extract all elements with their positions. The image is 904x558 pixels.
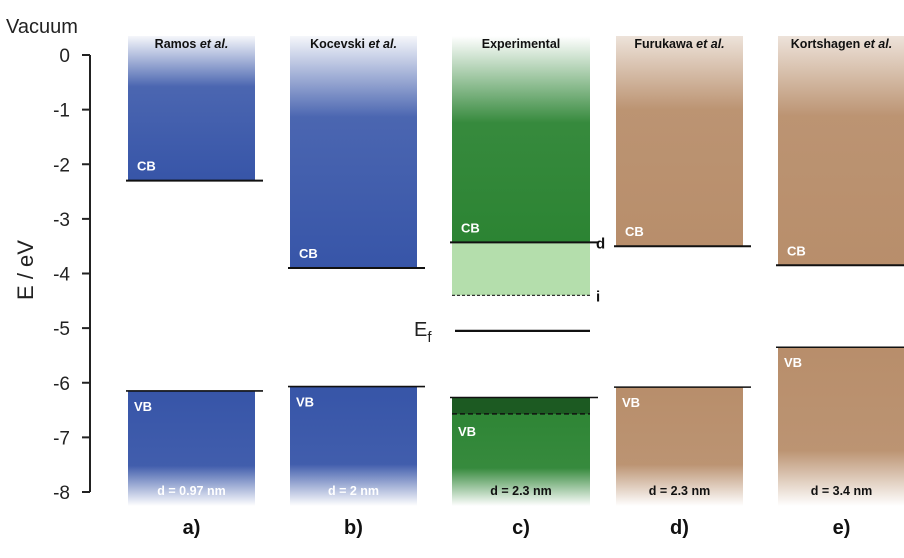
band-column: Kortshagen et al. CB VB d = 3.4 nm e) (776, 36, 904, 539)
band-columns: Ramos et al. CB VB d = 0.97 nm a) Kocevski et… (126, 36, 904, 539)
fermi-label-main: E (414, 319, 427, 341)
vb-band (452, 397, 590, 506)
column-title-name: Furukawa (634, 37, 693, 51)
size-label: d = 0.97 nm (157, 484, 225, 498)
direct-gap-label: d (596, 235, 605, 252)
vb-band (290, 386, 417, 506)
band-column: Furukawa et al. CB VB d = 2.3 nm d) (614, 36, 751, 539)
vb-top-region (452, 397, 590, 414)
vb-band (128, 390, 255, 506)
column-letter: d) (670, 517, 689, 539)
column-title: Kortshagen et al. (791, 37, 892, 51)
cb-label: CB (625, 224, 644, 239)
column-letter: b) (344, 517, 363, 539)
fermi-label-subscript: f (427, 329, 432, 346)
column-letter: a) (183, 517, 201, 539)
cb-band (290, 36, 417, 269)
vb-label: VB (784, 355, 802, 370)
y-axis-ticks: 0 -1 -2 -3 -4 -5 -6 -7 -8 (53, 46, 90, 504)
column-title-italic: et al. (196, 37, 228, 51)
indirect-gap-label: i (596, 288, 600, 305)
column-title-name: Kocevski (310, 37, 365, 51)
size-label: d = 2.3 nm (490, 484, 551, 498)
y-tick-label: -3 (53, 210, 70, 231)
column-title-name: Ramos (155, 37, 197, 51)
column-title-italic: et al. (365, 37, 397, 51)
band-column: Kocevski et al. CB VB d = 2 nm b) (288, 36, 425, 539)
vb-label: VB (622, 395, 640, 410)
column-letter: c) (512, 517, 530, 539)
band-column: Ramos et al. CB VB d = 0.97 nm a) (126, 36, 263, 539)
vb-label: VB (458, 424, 476, 439)
band-column: d i Experimental CB VB d = 2.3 nm c) (450, 36, 605, 539)
y-tick-label: -4 (53, 265, 70, 286)
cb-label: CB (137, 159, 156, 174)
cb-label: CB (461, 220, 480, 235)
cb-band (778, 36, 904, 266)
cb-band (452, 36, 590, 243)
indirect-gap-region (452, 242, 590, 296)
y-axis-label: E / eV (13, 240, 38, 300)
y-tick-label: -7 (53, 428, 70, 449)
cb-band (616, 36, 743, 247)
column-title: Experimental (482, 37, 561, 51)
vb-label: VB (296, 395, 314, 410)
column-title-name: Experimental (482, 37, 561, 51)
vacuum-label: Vacuum (6, 16, 78, 38)
y-tick-label: -8 (53, 483, 70, 504)
fermi-label: Ef (414, 319, 432, 346)
column-title-name: Kortshagen (791, 37, 860, 51)
y-tick-label: -1 (53, 101, 70, 122)
size-label: d = 2 nm (328, 484, 379, 498)
size-label: d = 2.3 nm (649, 484, 710, 498)
column-title-italic: et al. (860, 37, 892, 51)
column-title: Kocevski et al. (310, 37, 397, 51)
cb-label: CB (299, 246, 318, 261)
column-letter: e) (833, 517, 851, 539)
y-tick-label: -6 (53, 374, 70, 395)
vb-band (616, 387, 743, 506)
vb-label: VB (134, 399, 152, 414)
size-label: d = 3.4 nm (811, 484, 872, 498)
column-title: Ramos et al. (155, 37, 229, 51)
y-tick-label: -2 (53, 155, 70, 176)
column-title-italic: et al. (693, 37, 725, 51)
y-tick-label: -5 (53, 319, 70, 340)
vb-band (778, 347, 904, 506)
cb-label: CB (787, 243, 806, 258)
column-title: Furukawa et al. (634, 37, 724, 51)
y-tick-label: 0 (59, 46, 70, 67)
cb-band (128, 36, 255, 181)
fermi-level: Ef (414, 319, 590, 346)
